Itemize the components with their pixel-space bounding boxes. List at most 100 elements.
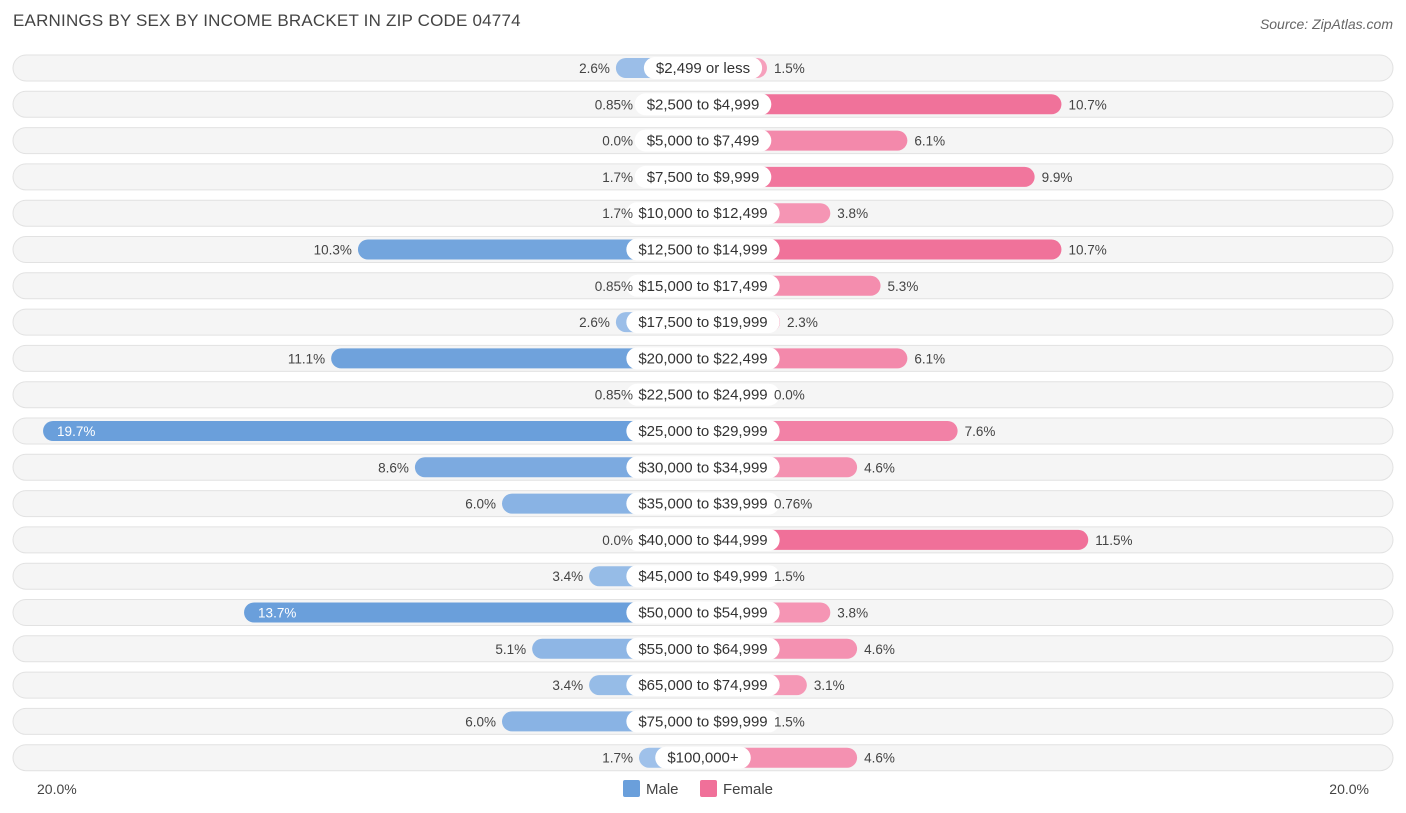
female-bar — [703, 239, 1062, 260]
axis-left-label: 20.0% — [37, 781, 77, 797]
chart-row: $2,500 to $4,999 0.85% 10.7% — [12, 90, 1394, 118]
female-value-label: 0.0% — [774, 388, 805, 403]
male-value-label: 1.7% — [602, 206, 633, 221]
category-label: $17,500 to $19,999 — [638, 314, 767, 331]
chart-row: $10,000 to $12,499 1.7% 3.8% — [12, 199, 1394, 227]
category-label: $30,000 to $34,999 — [638, 459, 767, 476]
male-value-label: 19.7% — [57, 424, 95, 439]
chart-row: $20,000 to $22,499 11.1% 6.1% — [12, 344, 1394, 372]
male-value-label: 0.0% — [602, 134, 633, 149]
male-value-label: 3.4% — [552, 569, 583, 584]
male-value-label: 2.6% — [579, 315, 610, 330]
male-value-label: 0.85% — [595, 388, 633, 403]
female-value-label: 4.6% — [864, 751, 895, 766]
male-value-label: 6.0% — [465, 497, 496, 512]
category-pill — [634, 129, 772, 152]
female-value-label: 1.5% — [774, 714, 805, 729]
male-value-label: 0.85% — [595, 279, 633, 294]
male-bar — [331, 348, 703, 369]
category-label: $20,000 to $22,499 — [638, 350, 767, 367]
female-value-label: 2.3% — [787, 315, 818, 330]
category-pill — [626, 202, 780, 225]
male-value-label: 6.0% — [465, 714, 496, 729]
category-label: $2,499 or less — [656, 60, 750, 77]
female-bar — [703, 94, 1062, 115]
female-bar — [703, 166, 1035, 187]
female-value-label: 0.76% — [774, 497, 812, 512]
category-pill — [626, 238, 780, 261]
category-pill — [626, 565, 780, 588]
category-pill — [626, 456, 780, 479]
category-pill — [626, 420, 780, 442]
category-label: $40,000 to $44,999 — [638, 532, 767, 549]
chart-row: $5,000 to $7,499 0.0% 6.1% — [12, 127, 1394, 155]
category-label: $7,500 to $9,999 — [647, 169, 760, 186]
chart-row: $75,000 to $99,999 6.0% 1.5% — [12, 707, 1394, 735]
category-pill — [626, 492, 780, 515]
male-value-label: 10.3% — [314, 243, 352, 258]
male-value-label: 1.7% — [602, 170, 633, 185]
category-pill — [626, 637, 780, 660]
female-value-label: 6.1% — [914, 134, 945, 149]
chart-row: $30,000 to $34,999 8.6% 4.6% — [12, 453, 1394, 481]
category-pill — [626, 347, 780, 370]
legend-male-label: Male — [646, 781, 679, 798]
category-label: $10,000 to $12,499 — [638, 205, 767, 222]
category-pill — [634, 165, 772, 188]
category-pill — [626, 274, 780, 297]
category-label: $100,000+ — [667, 750, 739, 767]
male-value-label: 13.7% — [258, 606, 296, 621]
category-label: $5,000 to $7,499 — [647, 133, 760, 150]
category-label: $50,000 to $54,999 — [638, 605, 767, 622]
chart-row: $7,500 to $9,999 1.7% 9.9% — [12, 163, 1394, 191]
axis-right-label: 20.0% — [1329, 781, 1369, 797]
chart-rows: $2,499 or less 2.6% 1.5% $2,500 to $4,999 0.… — [12, 54, 1394, 772]
female-value-label: 10.7% — [1068, 97, 1106, 112]
chart-row: $12,500 to $14,999 10.3% 10.7% — [12, 236, 1394, 263]
male-value-label: 2.6% — [579, 61, 610, 76]
category-pill — [626, 528, 780, 551]
category-label: $22,500 to $24,999 — [638, 387, 767, 404]
chart-row: $100,000+ 1.7% 4.6% — [12, 744, 1394, 772]
female-value-label: 1.5% — [774, 569, 805, 584]
category-pill — [643, 57, 763, 79]
male-value-label: 11.1% — [288, 351, 325, 366]
legend-female-swatch — [700, 780, 717, 797]
male-value-label: 5.1% — [495, 642, 526, 657]
female-bar — [703, 529, 1089, 550]
chart-row: $35,000 to $39,999 6.0% 0.76% — [12, 490, 1394, 518]
female-value-label: 1.5% — [774, 61, 805, 76]
chart-row: $15,000 to $17,499 0.85% 5.3% — [12, 272, 1394, 300]
female-value-label: 3.8% — [837, 206, 868, 221]
legend-female-label: Female — [723, 781, 773, 798]
female-value-label: 9.9% — [1042, 170, 1073, 185]
category-label: $25,000 to $29,999 — [638, 423, 767, 440]
chart-title: EARNINGS BY SEX BY INCOME BRACKET IN ZIP… — [13, 11, 521, 30]
chart-row: $40,000 to $44,999 0.0% 11.5% — [12, 526, 1394, 554]
female-value-label: 3.8% — [837, 606, 868, 621]
category-label: $15,000 to $17,499 — [638, 278, 767, 295]
male-value-label: 3.4% — [552, 678, 583, 693]
female-value-label: 10.7% — [1068, 243, 1106, 258]
male-value-label: 0.85% — [595, 97, 633, 112]
male-value-label: 0.0% — [602, 533, 633, 548]
chart-row: $17,500 to $19,999 2.6% 2.3% — [12, 308, 1394, 336]
female-value-label: 5.3% — [888, 279, 919, 294]
category-pill — [626, 311, 780, 334]
category-label: $45,000 to $49,999 — [638, 568, 767, 585]
category-pill — [626, 710, 780, 733]
category-pill — [626, 601, 780, 624]
female-value-label: 3.1% — [814, 678, 845, 693]
category-label: $55,000 to $64,999 — [638, 641, 767, 658]
legend-male-swatch — [623, 780, 640, 797]
female-value-label: 6.1% — [914, 351, 945, 366]
chart-row: $55,000 to $64,999 5.1% 4.6% — [12, 635, 1394, 663]
female-value-label: 4.6% — [864, 642, 895, 657]
category-pill — [634, 93, 772, 116]
chart-row: $22,500 to $24,999 0.85% 0.0% — [12, 381, 1394, 409]
category-label: $35,000 to $39,999 — [638, 496, 767, 513]
category-label: $2,500 to $4,999 — [647, 96, 760, 113]
chart-row: $25,000 to $29,999 19.7% 7.6% — [12, 417, 1394, 445]
chart-source: Source: ZipAtlas.com — [1260, 16, 1393, 32]
